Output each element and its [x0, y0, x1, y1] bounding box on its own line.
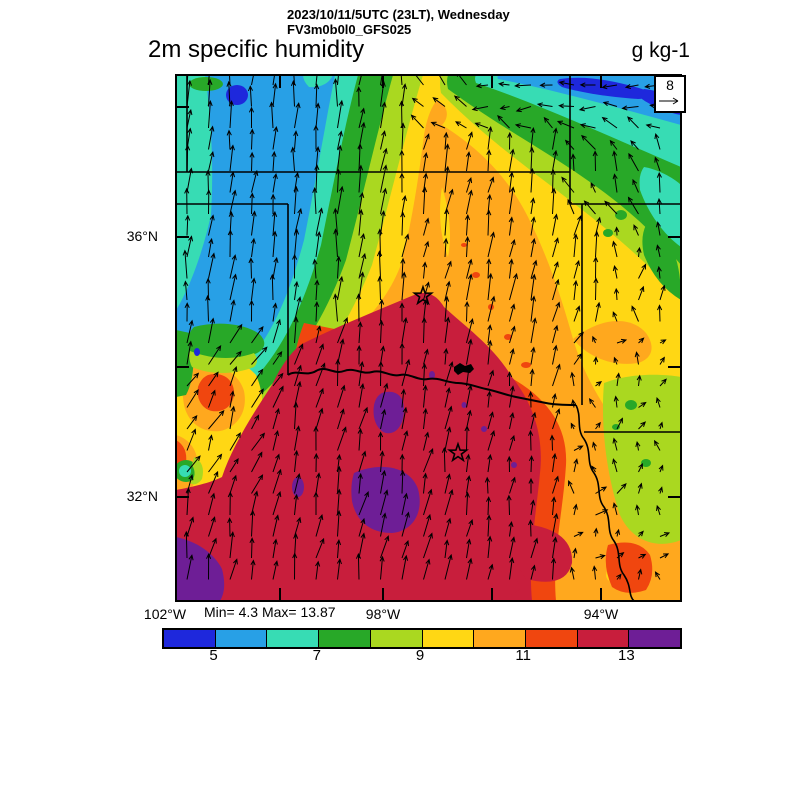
colorbar-cell [164, 630, 216, 647]
colorbar-cell [422, 630, 475, 647]
field-title: 2m specific humidity [148, 36, 365, 63]
minmax-readout: Min= 4.3 Max= 13.87 [204, 604, 336, 620]
colorbar-tick-label: 13 [618, 647, 635, 664]
colorbar-cell [474, 630, 526, 647]
lat-tick-label: 36°N [126, 228, 158, 244]
colorbar-cell [525, 630, 578, 647]
colorbar-cell [577, 630, 630, 647]
lon-tick-label: 102°W [143, 606, 187, 622]
colorbar-tick-label: 9 [415, 647, 425, 664]
colorbar-tick-label: 5 [209, 647, 218, 664]
lon-tick-label: 98°W [365, 606, 401, 622]
colorbar-cell [370, 630, 423, 647]
lat-tick-label: 32°N [126, 488, 158, 504]
wind-reference-box: 8 [654, 75, 686, 113]
colorbar-cell [319, 630, 371, 647]
units-label: g kg-1 [631, 39, 690, 62]
valid-time-title: 2023/10/11/5UTC (23LT), Wednesday [287, 7, 510, 22]
colorbar-cell [215, 630, 268, 647]
colorbar-cell [267, 630, 320, 647]
map-frame [175, 74, 682, 602]
colorbar-cell [629, 630, 681, 647]
wind-vector-field [182, 75, 671, 580]
colorbar-tick-label: 11 [515, 647, 531, 664]
reference-speed-value: 8 [666, 77, 674, 93]
axis-ticks [176, 75, 681, 601]
city-star-markers [412, 284, 469, 463]
red-river-border [287, 368, 577, 406]
model-run-title: FV3m0b0l0_GFS025 [287, 22, 412, 37]
lon-tick-label: 94°W [583, 606, 619, 622]
reference-arrow-icon [659, 97, 679, 105]
colorbar-tick-label: 7 [312, 647, 321, 664]
colorbar [162, 628, 682, 649]
tx-ar-la-border [575, 404, 635, 601]
